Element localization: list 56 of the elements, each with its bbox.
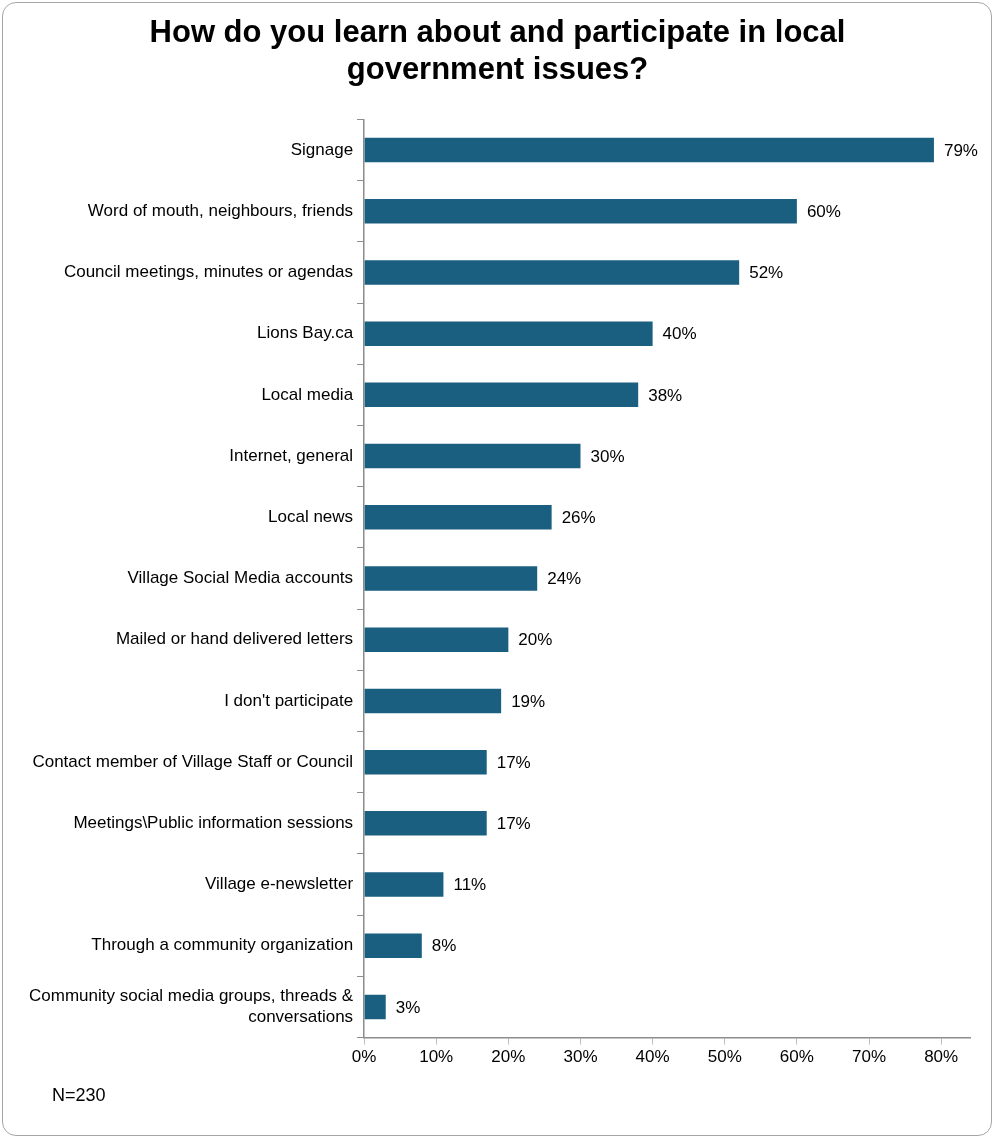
x-tick-label: 20% [491,1047,526,1067]
y-tick-label: Word of mouth, neighbours, friends [87,200,354,220]
bar [364,260,740,285]
bar [364,994,386,1020]
bar [364,505,552,530]
bar [364,443,581,469]
x-tick-label: 10% [419,1047,454,1067]
x-tick-label: 70% [852,1047,887,1067]
x-tick-label: 0% [351,1047,377,1067]
y-tick-label: I don't participate [224,690,354,710]
bar [364,321,653,346]
x-tick-label: 50% [707,1047,742,1067]
bar [364,749,487,775]
bar [364,137,934,163]
bar [364,198,797,224]
data-label: 19% [511,691,546,711]
bar [364,811,487,836]
y-tick-label: Through a community organization [91,935,354,955]
text: N=230 [52,1085,106,1106]
y-tick-label: Community social media groups, threads & conversations [28,986,354,1026]
data-label: 30% [590,446,625,466]
data-label: 40% [662,324,697,344]
y-tick-label: Council meetings, minutes or agendas [63,262,354,282]
data-label: 3% [395,997,421,1017]
y-tick-label: Internet, general [229,445,354,465]
data-label: 8% [431,936,457,956]
bar [364,382,639,408]
bar [364,872,444,897]
data-label: 38% [648,385,683,405]
bar [364,566,538,591]
data-label: 26% [561,507,596,527]
x-tick-label: 40% [635,1047,670,1067]
data-label: 79% [943,140,978,160]
y-tick-label: Local media [261,384,354,404]
data-label: 60% [806,201,841,221]
bar [364,688,502,714]
data-label: 52% [749,263,784,283]
y-tick-label: Village e-newsletter [205,874,354,894]
y-tick-label: Lions Bay.ca [257,323,354,343]
y-tick-label: Mailed or hand delivered letters [115,629,354,649]
x-tick-label: 30% [563,1047,598,1067]
bar [364,933,422,959]
data-label: 24% [547,569,582,589]
chart-title: How do you learn about and participate in local government issues? [149,14,846,87]
y-tick-label: Contact member of Village Staff or Council [32,751,354,771]
bar [364,627,509,652]
data-label: 20% [518,630,553,650]
y-tick-label: Meetings\Public information sessions [73,813,354,833]
data-label: 17% [496,752,531,772]
data-label: 11% [453,875,487,895]
x-tick-label: 80% [924,1047,959,1067]
data-label: 17% [496,814,531,834]
y-tick-label: Village Social Media accounts [127,568,354,588]
x-tick-label: 60% [779,1047,814,1067]
y-tick-label: Signage [290,139,354,159]
y-tick-label: Local news [268,506,354,526]
